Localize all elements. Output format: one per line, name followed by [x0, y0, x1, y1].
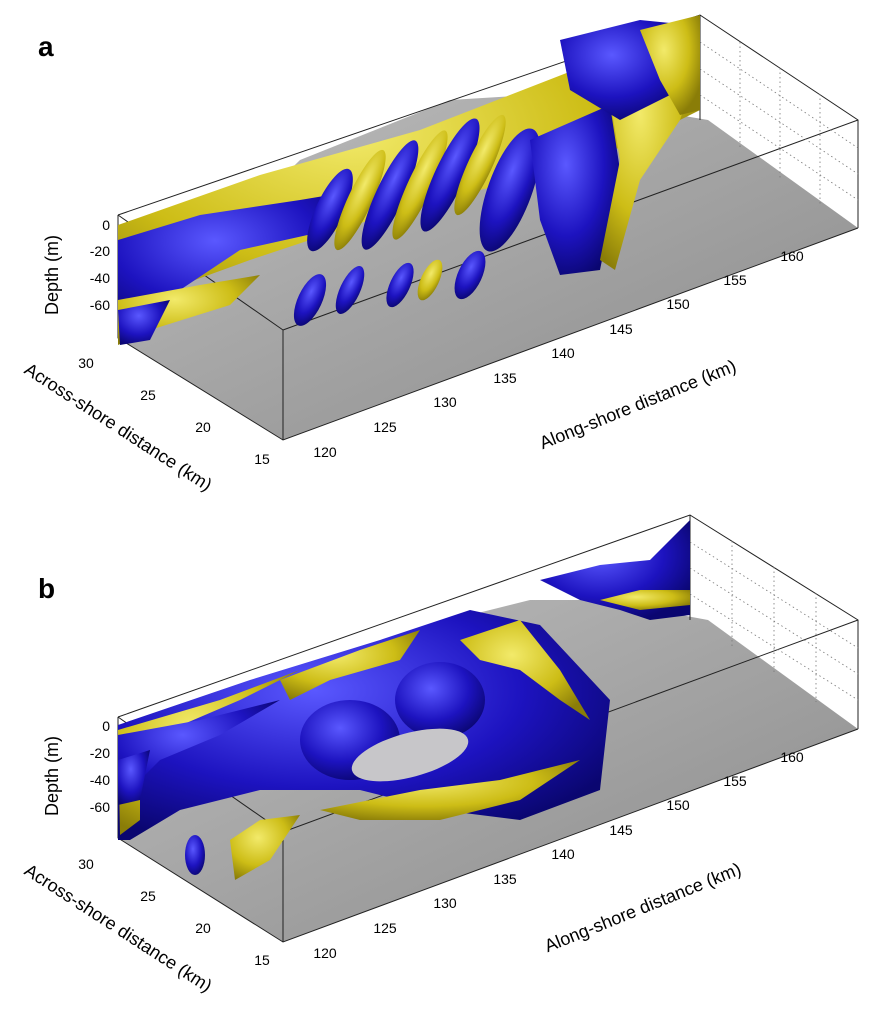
- panel-b-y-tick: 30: [78, 856, 94, 872]
- panel-b-x-tick: 125: [373, 920, 397, 936]
- panel-b-z-tick: -60: [90, 799, 110, 815]
- panel-b-x-tick: 160: [780, 749, 804, 765]
- panel-b-z-tick: -40: [90, 772, 110, 788]
- panel-a-x-tick: 160: [780, 248, 804, 264]
- panel-a-x-label: Along-shore distance (km): [537, 356, 739, 453]
- panel-b-x-tick: 130: [433, 895, 457, 911]
- panel-b-grid: [689, 541, 859, 702]
- panel-b-x-label: Along-shore distance (km): [542, 859, 744, 956]
- panel-a-z-label: Depth (m): [42, 235, 62, 315]
- panel-a-y-tick: 25: [140, 387, 156, 403]
- panel-b-y-tick: 25: [140, 888, 156, 904]
- panel-a-x-tick: 130: [433, 394, 457, 410]
- panel-a-isosurfaces: [118, 15, 700, 345]
- panel-b-z-tick: -20: [90, 745, 110, 761]
- panel-b-x-tick: 155: [723, 773, 747, 789]
- panel-a-x-tick: 155: [723, 272, 747, 288]
- panel-a-x-tick: 125: [373, 419, 397, 435]
- panel-b: b: [21, 514, 859, 996]
- panel-b-y-tick: 20: [195, 920, 211, 936]
- panel-a-label: a: [38, 31, 54, 62]
- panel-b-x-tick: 145: [609, 822, 633, 838]
- panel-a-x-tick: 135: [493, 370, 517, 386]
- panel-a-y-tick: 30: [78, 355, 94, 371]
- panel-b-x-tick: 135: [493, 871, 517, 887]
- panel-a-y-tick: 20: [195, 419, 211, 435]
- panel-b-x-tick: 120: [313, 945, 337, 961]
- panel-a-z-tick: -20: [90, 243, 110, 259]
- panel-a-x-tick: 120: [313, 444, 337, 460]
- panel-a-x-tick: 140: [551, 345, 575, 361]
- panel-a-x-tick: 145: [609, 321, 633, 337]
- panel-b-x-tick: 150: [666, 797, 690, 813]
- panel-a-z-tick: -40: [90, 270, 110, 286]
- panel-a-y-tick: 15: [254, 451, 270, 467]
- panel-a-y-ticks: 30 25 20 15: [78, 355, 270, 467]
- panel-a-z-tick: 0: [102, 217, 110, 233]
- panel-a-z-tick: -60: [90, 297, 110, 313]
- panel-a-z-ticks: 0 -20 -40 -60: [90, 217, 110, 313]
- panel-b-label: b: [38, 573, 55, 604]
- panel-b-y-tick: 15: [254, 952, 270, 968]
- panel-b-isosurfaces: [118, 520, 690, 880]
- panel-b-y-ticks: 30 25 20 15: [78, 856, 270, 968]
- panel-a: a: [21, 14, 859, 495]
- panel-a-x-ticks: 120 125 130 135 140 145 150 155 160: [313, 248, 804, 460]
- panel-b-x-ticks: 120 125 130 135 140 145 150 155 160: [313, 749, 804, 961]
- panel-a-x-tick: 150: [666, 296, 690, 312]
- panel-b-z-tick: 0: [102, 718, 110, 734]
- panel-b-x-tick: 140: [551, 846, 575, 862]
- panel-b-z-label: Depth (m): [42, 736, 62, 816]
- panel-a-grid: [699, 41, 859, 204]
- panel-b-z-ticks: 0 -20 -40 -60: [90, 718, 110, 815]
